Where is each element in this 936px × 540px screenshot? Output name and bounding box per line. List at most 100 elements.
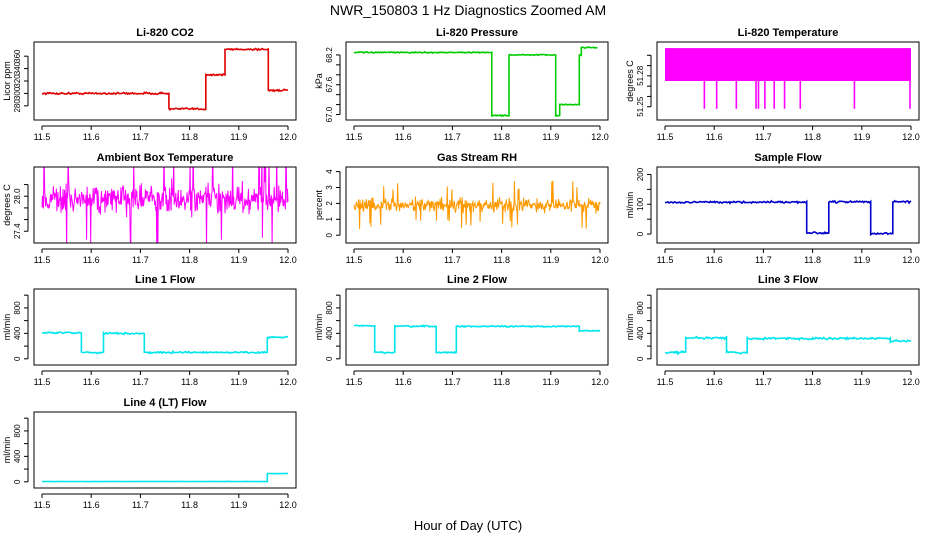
x-tick-label: 12.0 xyxy=(279,255,297,265)
series-ambient_temp xyxy=(41,167,289,243)
x-tick-label: 11.8 xyxy=(493,255,510,265)
y-tick-label: 1 xyxy=(325,217,334,222)
y-tick-label: 800 xyxy=(325,301,334,315)
panel-title: Li-820 CO2 xyxy=(136,27,193,39)
panel-sample_flow: Sample Flow ml/min 11.5 11.6 11.7 11.8 11.9 12.… xyxy=(625,152,920,265)
x-tick-label: 11.6 xyxy=(706,132,723,142)
panel-title: Line 3 Flow xyxy=(758,274,818,286)
series-line xyxy=(41,47,289,112)
y-tick-label: 0 xyxy=(325,232,334,237)
y-axis: 0 400 800 xyxy=(13,417,29,484)
x-tick-label: 11.8 xyxy=(493,377,510,387)
panel-rh: Gas Stream RH percent 11.5 11.6 11.7 11.8 11.9… xyxy=(314,152,609,265)
panel-title: Li-820 Pressure xyxy=(436,27,518,39)
x-axis: 11.5 11.6 11.7 11.8 11.9 12.0 xyxy=(34,248,297,265)
y-tick-label: 300 xyxy=(13,86,22,100)
x-tick-label: 11.7 xyxy=(755,255,772,265)
x-tick-label: 11.8 xyxy=(181,255,198,265)
panel-title: Line 2 Flow xyxy=(447,274,507,286)
x-tick-label: 11.7 xyxy=(755,377,772,387)
y-axis-label: ml/min xyxy=(625,314,635,341)
x-tick-label: 11.7 xyxy=(444,377,461,387)
x-tick-label: 11.9 xyxy=(230,132,247,142)
plot-frame xyxy=(33,41,297,121)
y-tick-label: 67.6 xyxy=(325,76,334,92)
x-tick-label: 12.0 xyxy=(591,255,609,265)
series-line3 xyxy=(665,335,912,356)
y-tick-label: 100 xyxy=(636,197,645,211)
plot-frame xyxy=(656,41,920,121)
x-tick-label: 11.7 xyxy=(444,132,461,142)
y-axis-label: ml/min xyxy=(625,192,635,219)
y-axis: 27.4 28.0 xyxy=(13,184,29,239)
x-tick-label: 11.7 xyxy=(132,500,149,510)
x-tick-label: 11.7 xyxy=(755,132,772,142)
x-tick-label: 11.5 xyxy=(657,132,674,142)
x-tick-label: 11.9 xyxy=(230,255,247,265)
x-tick-label: 11.8 xyxy=(804,132,821,142)
x-tick-label: 11.9 xyxy=(853,255,870,265)
plot-frame xyxy=(656,166,920,244)
y-tick-label: 340 xyxy=(13,61,22,75)
x-tick-label: 11.6 xyxy=(395,255,412,265)
x-tick-label: 11.6 xyxy=(83,500,100,510)
series-line xyxy=(353,180,601,230)
x-tick-label: 11.9 xyxy=(542,255,559,265)
series-line1 xyxy=(41,330,288,355)
x-tick-label: 11.9 xyxy=(853,132,870,142)
panel-title: Line 4 (LT) Flow xyxy=(124,397,207,409)
x-tick-label: 12.0 xyxy=(591,132,609,142)
x-tick-label: 12.0 xyxy=(279,132,297,142)
y-tick-label: 4 xyxy=(325,169,334,174)
y-tick-label: 400 xyxy=(13,449,22,463)
y-axis-label: ml/min xyxy=(2,314,12,341)
y-tick-label: 3 xyxy=(325,185,334,190)
x-tick-label: 12.0 xyxy=(902,255,920,265)
y-tick-label: 2 xyxy=(325,201,334,206)
x-axis: 11.5 11.6 11.7 11.8 11.9 12.0 xyxy=(657,370,920,387)
y-tick-label: 400 xyxy=(13,326,22,340)
x-tick-label: 11.9 xyxy=(230,377,247,387)
y-tick-label: 27.4 xyxy=(13,223,22,239)
x-axis: 11.5 11.6 11.7 11.8 11.9 12.0 xyxy=(346,248,609,265)
x-tick-label: 11.7 xyxy=(132,377,149,387)
x-tick-label: 11.9 xyxy=(542,377,559,387)
y-tick-label: 0 xyxy=(636,231,645,236)
y-axis: 51.25 51.28 xyxy=(636,54,652,117)
x-axis: 11.5 11.6 11.7 11.8 11.9 12.0 xyxy=(34,125,297,142)
y-tick-label: 400 xyxy=(636,326,645,340)
x-tick-label: 11.9 xyxy=(853,377,870,387)
series-rh xyxy=(353,180,601,230)
y-tick-label: 0 xyxy=(13,356,22,361)
series-line xyxy=(41,167,289,243)
x-axis-caption: Hour of Day (UTC) xyxy=(413,518,523,533)
x-tick-label: 11.9 xyxy=(230,500,247,510)
x-tick-label: 11.5 xyxy=(657,377,674,387)
y-tick-label: 68.2 xyxy=(325,47,334,63)
x-tick-label: 11.6 xyxy=(395,132,412,142)
x-tick-label: 11.6 xyxy=(395,377,412,387)
x-tick-label: 11.7 xyxy=(132,255,149,265)
x-tick-label: 12.0 xyxy=(279,377,297,387)
x-tick-label: 11.5 xyxy=(346,255,363,265)
series-licor_temp xyxy=(665,48,911,109)
series-line xyxy=(353,324,601,355)
y-tick-label: 800 xyxy=(13,301,22,315)
x-axis: 11.5 11.6 11.7 11.8 11.9 12.0 xyxy=(346,125,609,142)
y-axis: 0 400 800 xyxy=(636,294,652,361)
y-tick-label: 67.0 xyxy=(325,106,334,122)
x-tick-label: 11.8 xyxy=(804,377,821,387)
series-line xyxy=(664,199,912,237)
x-tick-label: 11.5 xyxy=(34,500,51,510)
x-tick-label: 11.5 xyxy=(34,377,51,387)
x-axis: 11.5 11.6 11.7 11.8 11.9 12.0 xyxy=(34,370,297,387)
x-tick-label: 11.6 xyxy=(83,255,100,265)
y-tick-label: 800 xyxy=(636,301,645,315)
panel-title: Sample Flow xyxy=(754,152,822,164)
y-axis-label: ml/min xyxy=(2,437,12,464)
